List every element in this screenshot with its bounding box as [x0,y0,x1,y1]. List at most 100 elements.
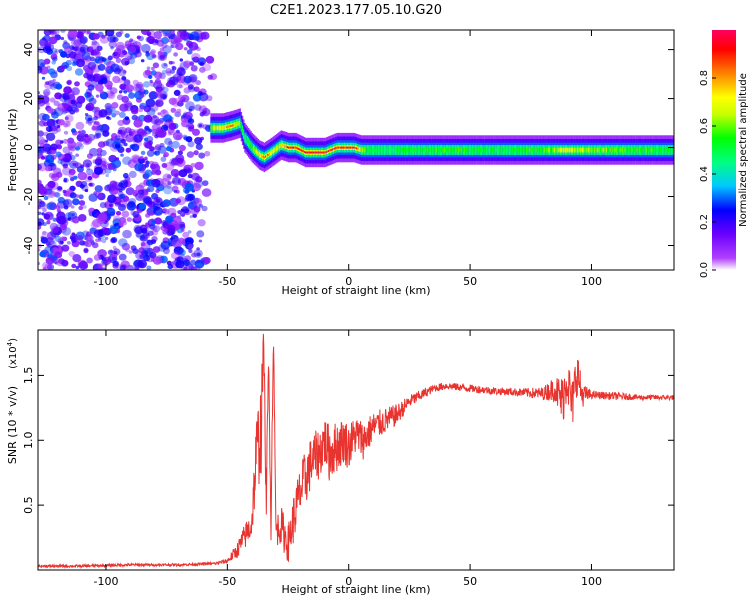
x-tick-label: -100 [93,575,118,588]
ridge-cell [277,146,279,149]
noise-cell [104,236,109,240]
ridge-cell [610,149,613,151]
noise-cell [132,211,140,218]
ridge-cell [460,149,462,151]
ridge-cell [233,124,235,127]
noise-cell [119,264,126,270]
ridge-cell [257,152,260,155]
ridge-cell [580,149,582,151]
noise-cell [185,193,194,202]
y-tick-label: -20 [22,188,35,206]
noise-cell [143,254,150,262]
ridge-cell [312,151,314,154]
noise-cell [188,265,195,270]
noise-cell [178,84,184,89]
ridge-cell [500,149,502,151]
noise-cell [42,113,50,121]
noise-cell [122,156,132,165]
y-tick-label: 1.0 [22,432,35,450]
noise-cell [48,36,58,45]
noise-cell [59,240,64,244]
ridge-cell [447,149,449,151]
x-tick-label: 100 [581,575,602,588]
ridge-cell [325,151,328,153]
ridge-cell [650,149,653,151]
noise-cell [123,79,131,86]
ridge-cell [388,149,391,151]
noise-cell [71,128,76,133]
noise-cell [41,76,46,80]
ridge-cell [482,149,484,151]
noise-cell [170,44,174,49]
noise-cell [121,242,131,251]
noise-cell [187,230,192,234]
ridge-cell [403,149,405,151]
ridge-cell [511,149,513,151]
ridge-cell [502,149,505,151]
noise-cell [182,231,190,238]
noise-cell [119,111,126,118]
noise-cell [132,145,138,151]
noise-cell [124,116,130,121]
noise-cell [86,257,93,264]
ridge-cell [320,151,323,154]
noise-cell [51,154,57,160]
y-tick-label: 0.5 [22,496,35,514]
noise-cell [205,95,213,102]
noise-cell [136,81,144,89]
noise-cell [100,77,108,85]
noise-cell [176,108,182,114]
noise-cell [38,201,46,208]
noise-cell [50,143,58,151]
noise-cell [195,176,203,183]
ridge-cell [522,149,524,151]
ridge-cell [563,149,565,151]
noise-cell [115,225,120,229]
ridge-cell [487,149,489,151]
ridge-cell [473,149,476,151]
noise-cell [87,74,96,82]
ridge-cell [391,149,393,151]
ridge-cell [251,146,253,149]
noise-cell [55,83,63,90]
noise-cell [177,210,182,214]
noise-cell [74,162,82,169]
noise-cell [168,122,177,131]
ridge-cell [637,149,639,151]
noise-cell [55,205,60,210]
noise-cell [68,151,73,156]
ridge-cell [646,149,648,151]
noise-cell [119,30,124,35]
noise-cell [91,242,99,249]
ridge-cell [592,149,595,151]
noise-cell [54,192,61,198]
noise-cell [140,241,146,247]
noise-cell [38,136,46,145]
noise-cell [89,56,96,62]
noise-cell [75,31,84,39]
noise-cell [67,210,78,220]
noise-cell [85,114,93,122]
ridge-cell [589,149,591,151]
noise-cell [56,216,66,225]
noise-cell [202,124,209,130]
snr-panel: -100 -50 0 50 100 0.5 1.0 1.5 Height of straig… [6,329,675,596]
noise-cell [109,226,118,235]
ridge-cell [606,149,608,151]
ridge-cell [374,149,376,151]
noise-cell [46,190,56,198]
noise-cell [85,120,90,124]
ridge-cell [371,149,374,151]
noise-cell [188,249,193,253]
noise-cell [140,43,151,53]
ridge-cell [468,149,471,151]
ridge-cell [494,149,496,151]
noise-cell [42,45,52,54]
ridge-cell [422,149,425,151]
ridge-cell [481,149,483,151]
ridge-cell [326,150,329,153]
noise-cell [132,248,139,255]
ridge-cell [542,149,545,151]
ridge-cell [387,149,389,151]
ridge-cell [508,149,511,151]
